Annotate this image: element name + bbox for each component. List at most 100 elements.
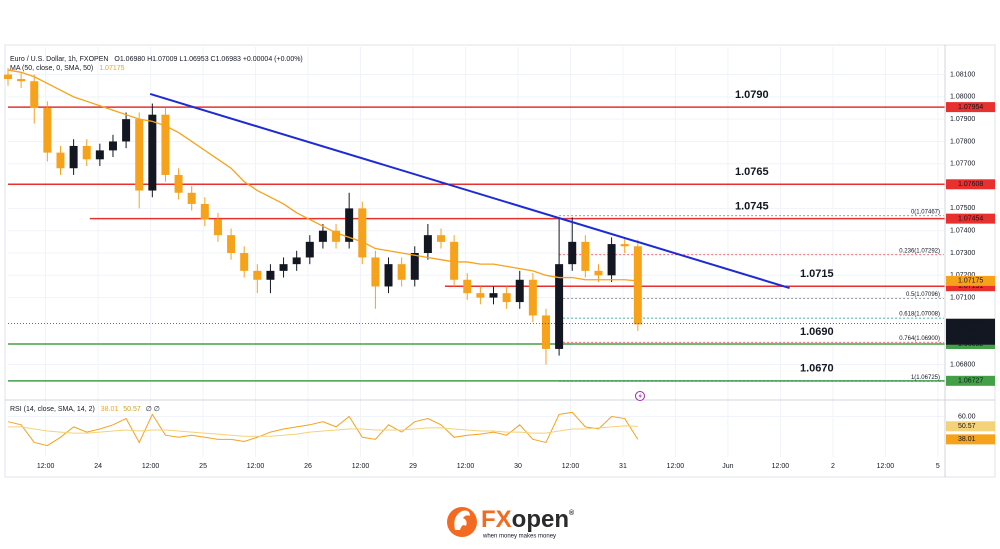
candle-body [200,203,209,220]
rsi-line [8,425,638,437]
candle-body [108,141,117,151]
candle-body [515,279,524,303]
brand-open: open [512,506,569,533]
brand-tagline: when money makes money [482,534,556,540]
x-tick-label: 12:00 [877,463,895,470]
candle-body [332,230,341,242]
candle-body [4,74,12,79]
candle-body [174,174,183,193]
rsi-tag-label: 50.57 [958,423,976,430]
y-tick-label: 1.06800 [950,361,975,368]
candle-body [594,270,603,276]
rsi-value: 38.01 [101,406,119,413]
candle-body [489,293,498,298]
candle-body [568,241,577,265]
candle-body [148,114,157,191]
ma-value: 1.07175 [99,65,124,72]
x-tick-label: 30 [514,463,522,470]
ohlc-text: O1.06980 H1.07009 L1.06953 C1.06983 +0.0… [114,56,302,63]
fib-label: 0(1.07467) [911,209,940,215]
header: Euro / U.S. Dollar, 1h, FXOPEN O1.06980 … [10,56,303,63]
x-tick-label: 12:00 [562,463,580,470]
candle-body [240,253,249,271]
level-tag [946,375,995,386]
x-tick-label: Jun [722,463,733,470]
candle-body [384,264,393,287]
candle-body [397,264,406,280]
current-tag-change: -1.02% [958,329,980,336]
candle-body [187,192,196,204]
candle-body [292,257,301,265]
y-tick-label: 1.07100 [950,294,975,301]
candle-body [305,241,314,258]
x-tick-label: 5 [936,463,940,470]
level-tag [946,102,995,113]
x-tick-label: 12:00 [667,463,685,470]
candle-body [345,208,354,242]
candle-body [528,279,537,316]
rsi-tag [946,434,995,445]
x-tick-label: 12:00 [247,463,265,470]
candle-body [95,150,104,160]
candle-body [318,230,327,242]
y-tick-label: 60.00 [958,413,976,420]
candle-body [161,114,170,175]
x-tick-label: 12:00 [772,463,790,470]
candle-body [437,235,446,242]
chart-title: Euro / U.S. Dollar, 1h, FXOPEN [10,56,108,63]
event-icon[interactable] [635,391,645,401]
candle-body [266,270,275,280]
x-tick-label: 2 [831,463,835,470]
rsi-tag-label: 38.01 [958,436,976,443]
candle-body [69,145,78,169]
rsi-tag [946,421,995,432]
current-tag-countdown: 11:29 [958,337,975,344]
level-tag [946,281,995,292]
candle-body [213,219,222,236]
candle-body [607,244,616,276]
candle-body [633,246,642,325]
y-tick-label: 1.07800 [950,138,975,145]
candle-body [620,244,629,247]
candle-body [17,79,26,82]
candle-body [450,241,459,280]
x-tick-label: 12:00 [457,463,475,470]
x-tick-label: 29 [409,463,417,470]
y-tick-label: 1.07200 [950,272,975,279]
level-tag [946,213,995,224]
x-tick-label: 12:00 [352,463,370,470]
candle-body [410,253,419,280]
x-tick-label: 12:00 [142,463,160,470]
x-tick-label: 12:00 [37,463,55,470]
candle-body [555,264,564,349]
candle-body [279,264,288,271]
current-tag [946,318,995,345]
x-tick-label: 25 [199,463,207,470]
candle-body [476,293,485,298]
ma-tag-label: 1.07175 [958,278,983,285]
candle-body [253,270,262,280]
candle-body [30,81,39,108]
candle-body [423,235,432,253]
candle-body [43,108,52,153]
y-tick-label: 1.08000 [950,94,975,101]
fib-label: 0.618(1.07008) [899,312,940,318]
ma-name: MA (50, close, 0, SMA, 50) [10,65,93,72]
candle-body [581,241,590,271]
rsi-extra: ∅ ∅ [146,406,160,413]
level-tag-label: 1.06727 [958,378,983,385]
chart-frame [4,44,996,478]
event-bolt [638,393,642,399]
ma-line [7,69,638,282]
level-note: 1.0690 [800,326,834,338]
current-tag-label: 1.06983 [958,321,983,328]
level-note: 1.0790 [735,89,769,101]
level-note: 1.0715 [800,268,834,280]
y-tick-label: 1.08100 [950,71,975,78]
level-tag [946,179,995,190]
fib-label: 0.764(1.06900) [899,336,940,342]
ma-tag [946,275,995,286]
candle-body [502,293,511,303]
